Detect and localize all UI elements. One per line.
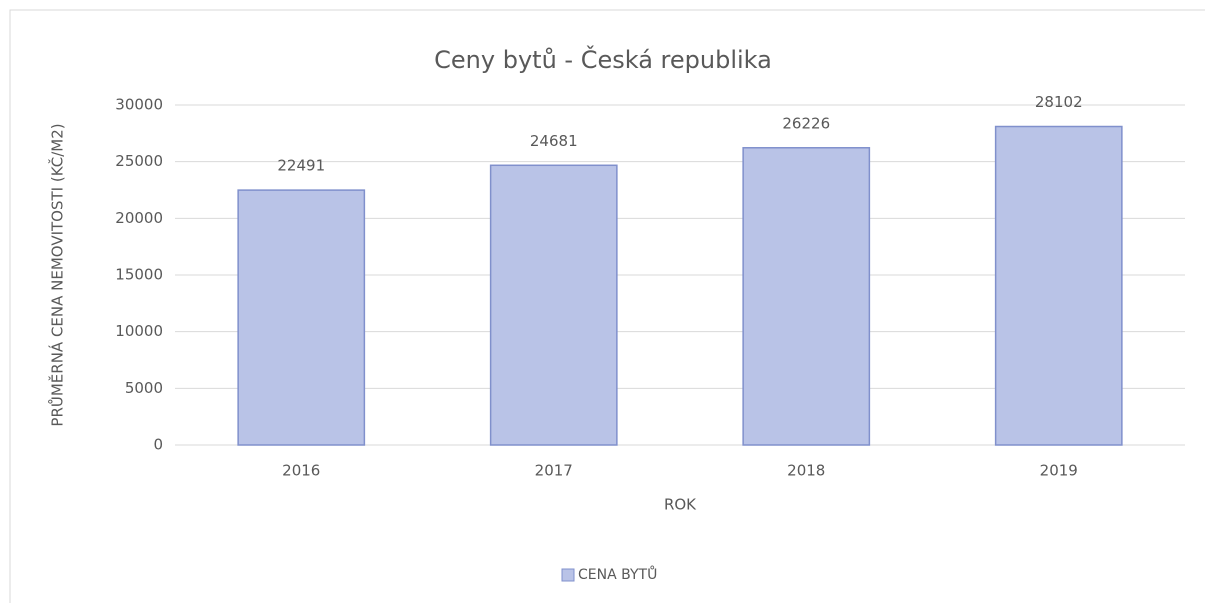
x-tick-label: 2018: [787, 462, 825, 480]
x-tick-label: 2019: [1040, 462, 1078, 480]
bar: [994, 125, 1123, 446]
y-tick-label: 30000: [115, 96, 163, 114]
legend-swatch: [561, 568, 575, 582]
y-tick-label: 15000: [115, 266, 163, 284]
data-label: 28102: [1035, 93, 1083, 111]
data-label: 26226: [782, 114, 830, 132]
chart-title: Ceny bytů - Česká republika: [434, 44, 772, 74]
y-tick-label: 10000: [115, 322, 163, 340]
legend-label: CENA BYTŮ: [578, 565, 657, 583]
y-axis-label: PRŮMĚRNÁ CENA NEMOVITOSTI (KČ/M2): [48, 123, 67, 426]
x-tick-label: 2016: [282, 462, 320, 480]
x-axis-label: ROK: [664, 496, 697, 514]
y-tick-label: 25000: [115, 152, 163, 170]
chart-frame: [9, 9, 1205, 603]
x-tick-label: 2017: [535, 462, 573, 480]
y-tick-label: 0: [153, 436, 163, 454]
data-label: 22491: [277, 157, 325, 175]
bar: [742, 147, 871, 446]
y-tick-label: 20000: [115, 209, 163, 227]
y-tick-label: 5000: [125, 379, 163, 397]
bar: [489, 164, 618, 446]
data-label: 24681: [530, 132, 578, 150]
bar: [237, 189, 366, 446]
